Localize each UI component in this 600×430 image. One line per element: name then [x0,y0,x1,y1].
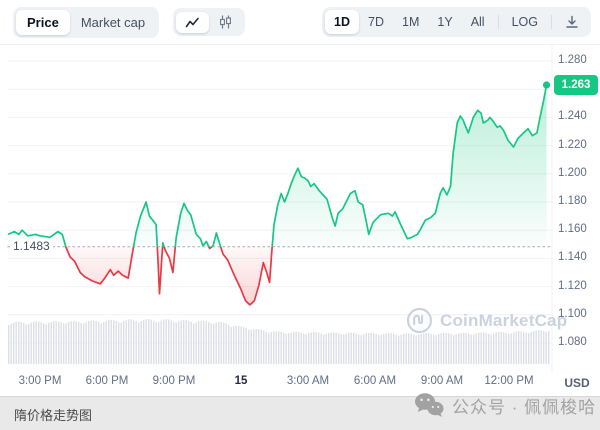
price-tab[interactable]: Price [16,9,70,35]
y-axis-label: 1.240 [558,110,587,123]
currency-label: USD [564,376,590,390]
last-price-badge: 1.263 [554,74,598,95]
metric-toggle: Price Market cap [13,6,160,38]
line-chart-icon [185,17,199,27]
chart-type-toggle [173,8,246,36]
line-chart-button[interactable] [176,11,210,33]
range-7d[interactable]: 7D [368,15,385,29]
download-icon [566,15,578,28]
wechat-icon [415,393,444,417]
x-axis-label: 9:00 AM [420,375,464,387]
divider [551,15,552,29]
x-axis-label: 6:00 PM [85,375,129,387]
wechat-watermark: 公众号 · 佩佩梭哈 [414,392,596,418]
y-axis-label: 1.100 [558,307,587,320]
x-axis-label: 12:00 PM [484,375,534,387]
y-axis-label: 1.220 [558,138,587,151]
candlestick-icon [220,15,232,29]
candlestick-button[interactable] [209,11,242,33]
range-all[interactable]: All [470,15,485,29]
y-axis-label: 1.140 [558,251,587,264]
x-axis-label: 3:00 AM [286,375,330,387]
x-axis-label: 6:00 AM [353,375,397,387]
wechat-watermark-text: 公众号 · 佩佩梭哈 [452,397,597,417]
x-axis-label: 3:00 PM [18,375,62,387]
y-axis-label: 1.080 [558,336,587,348]
brand-watermark-text: CoinMarketCap [440,310,568,330]
y-axis-label: 1.160 [558,223,587,236]
x-axis: 3:00 PM 6:00 PM 9:00 PM 15 3:00 AM 6:00 AM 9:0… [0,372,552,392]
y-axis-label: 1.200 [558,166,587,179]
previous-close-label: 1.1483 [10,239,53,253]
range-1m[interactable]: 1M [402,15,420,29]
download-button[interactable] [556,10,588,34]
y-axis-label: 1.120 [558,279,587,292]
footer-bar: 隋价格走势图 公众号 · 佩佩梭哈 [0,393,600,430]
chart-toolbar: Price Market cap 1D 7D 1M 1Y [0,0,600,45]
brand-watermark: CoinMarketCap [406,307,567,334]
page-title: 隋价格走势图 [14,408,93,423]
x-axis-label: 15 [234,375,248,387]
range-1y[interactable]: 1Y [437,15,453,29]
market-cap-tab[interactable]: Market cap [80,14,146,30]
range-selector: 1D 7D 1M 1Y All LOG [322,7,591,37]
coinmarketcap-logo-icon [406,307,433,334]
log-scale-button[interactable]: LOG [511,15,538,29]
y-axis-label: 1.280 [558,54,587,66]
divider [497,15,499,29]
range-1d[interactable]: 1D [325,10,360,34]
y-axis-label: 1.180 [558,195,587,207]
x-axis-label: 9:00 PM [152,375,196,387]
